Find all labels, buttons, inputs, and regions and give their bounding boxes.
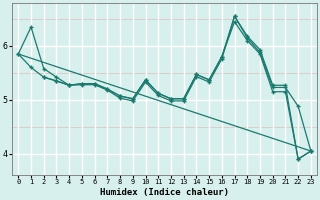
X-axis label: Humidex (Indice chaleur): Humidex (Indice chaleur): [100, 188, 229, 197]
